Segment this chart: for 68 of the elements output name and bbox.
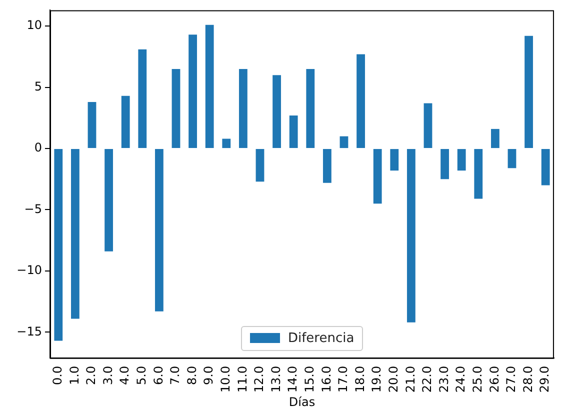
x-tick-label: 14.0 [286, 366, 300, 393]
bar [322, 149, 332, 183]
bar [541, 149, 550, 186]
x-tick-label: 6.0 [151, 366, 166, 385]
x-tick-label: 25.0 [470, 366, 485, 393]
x-tick-label: 22.0 [420, 366, 434, 393]
x-tick-label: 5.0 [134, 366, 149, 385]
x-tick-label: 2.0 [84, 366, 98, 385]
bar [222, 138, 231, 148]
x-tick-label: 13.0 [268, 366, 283, 393]
bar [238, 68, 248, 148]
y-tick-label: 0 [34, 140, 42, 155]
bar [104, 149, 113, 252]
bar [188, 34, 197, 148]
y-tick-label: 5 [34, 79, 42, 94]
bar [457, 149, 466, 171]
x-tick-label: 29.0 [538, 366, 552, 393]
x-tick-label: 7.0 [168, 366, 182, 385]
x-tick-label: 9.0 [202, 366, 216, 385]
bar [356, 54, 365, 148]
x-tick-label: 1.0 [67, 366, 82, 385]
x-tick-label: 11.0 [235, 366, 250, 393]
bar [256, 149, 264, 182]
bar [54, 149, 63, 341]
y-tick-label: −5 [24, 202, 42, 216]
x-axis-title: Días [288, 394, 316, 409]
x-tick-label: 28.0 [520, 366, 535, 393]
bar [524, 36, 533, 148]
x-tick-label: 24.0 [454, 366, 468, 393]
x-tick-label: 4.0 [118, 366, 132, 385]
bar [121, 96, 130, 148]
bar [490, 128, 500, 148]
y-tick-label: −15 [16, 324, 42, 338]
bar [440, 149, 449, 180]
y-tick-label: 10 [26, 18, 42, 32]
x-tick-label: 3.0 [100, 366, 115, 385]
x-tick-label: 16.0 [319, 366, 334, 393]
y-tick-label: −10 [16, 263, 42, 278]
x-tick-label: 23.0 [436, 366, 451, 393]
x-tick-label: 12.0 [252, 366, 266, 393]
bar [390, 149, 399, 171]
bar [373, 149, 382, 204]
bar [172, 68, 180, 148]
bar [508, 149, 516, 168]
bar [138, 49, 147, 148]
x-tick-label: 15.0 [302, 366, 317, 393]
x-tick-label: 21.0 [403, 366, 418, 393]
bar [71, 149, 80, 319]
x-tick-label: 18.0 [352, 366, 367, 393]
x-tick-label: 19.0 [370, 366, 384, 393]
bar [340, 136, 348, 148]
bar [406, 149, 416, 322]
x-tick-label: 8.0 [184, 366, 199, 385]
legend-label: Diferencia [288, 330, 354, 346]
bar [424, 103, 432, 148]
x-tick-label: 27.0 [504, 366, 518, 393]
x-tick-label: 20.0 [386, 366, 401, 393]
bar [154, 149, 164, 312]
bar [205, 24, 214, 148]
bar [474, 149, 483, 199]
x-tick-label: 17.0 [336, 366, 350, 393]
bar [272, 75, 281, 148]
bar [88, 102, 96, 148]
bar [306, 68, 315, 148]
x-tick-label: 0.0 [50, 366, 65, 385]
x-tick-label: 10.0 [218, 366, 233, 393]
bar [289, 115, 298, 148]
x-tick-label: 26.0 [487, 366, 502, 393]
